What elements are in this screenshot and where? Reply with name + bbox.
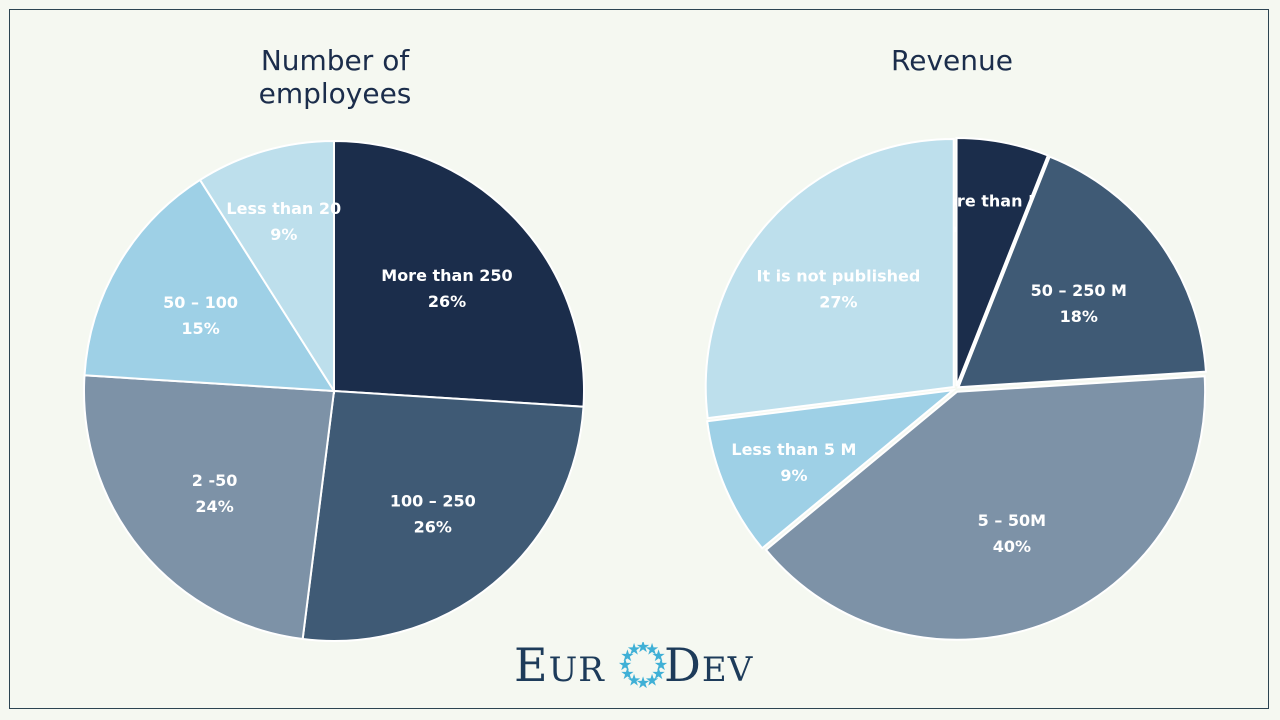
pie-label-0-2: 2 -50 bbox=[192, 471, 238, 490]
logo-star: ★ bbox=[645, 642, 659, 658]
logo-star: ★ bbox=[618, 655, 632, 674]
pie-pct-0-4: 9% bbox=[270, 225, 297, 244]
pie-slice-0-1 bbox=[301, 389, 585, 642]
pie-label-0-0: More than 250 bbox=[381, 266, 512, 285]
logo-star: ★ bbox=[627, 642, 641, 658]
pie-slice-0-2 bbox=[83, 374, 336, 641]
pie-slice-0-3 bbox=[83, 178, 336, 393]
eurodev-logo: EUR ★ ★ ★ ★ ★ ★ ★ ★ ★ ★ ★ ★ DEV bbox=[514, 640, 774, 692]
logo-text-dev: DEV bbox=[664, 638, 754, 692]
logo-star: ★ bbox=[654, 655, 668, 674]
pie-pct-1-4: 27% bbox=[819, 292, 857, 311]
pie-slice-0-4 bbox=[198, 139, 335, 395]
pie-pct-0-2: 24% bbox=[195, 497, 233, 516]
pie-label-0-3: 50 – 100 bbox=[163, 293, 238, 312]
pie-slice-1-2 bbox=[764, 375, 1207, 641]
pie-pct-1-2: 40% bbox=[993, 537, 1031, 556]
logo-star: ★ bbox=[651, 664, 665, 683]
pie-slice-1-0 bbox=[955, 137, 1050, 387]
pie-slice-1-1 bbox=[956, 155, 1208, 389]
logo-text-eur: EUR bbox=[514, 638, 605, 692]
logo-star: ★ bbox=[645, 671, 659, 690]
pie-label-0-4: Less than 20 bbox=[226, 199, 341, 218]
pie-label-1-3: Less than 5 M bbox=[731, 440, 856, 459]
logo-star: ★ bbox=[636, 642, 650, 656]
logo-stars-icon: ★★★★★★★★★★★★ bbox=[618, 642, 668, 692]
pie-label-0-1: 100 – 250 bbox=[390, 491, 476, 510]
pie-pct-0-3: 15% bbox=[181, 319, 219, 338]
pie-pct-0-1: 26% bbox=[414, 517, 452, 536]
slide-frame bbox=[9, 9, 1269, 709]
pie-pct-1-1: 18% bbox=[1060, 307, 1098, 326]
pie-label-1-4: It is not published bbox=[756, 266, 920, 285]
chart-title-employees: Number of employees bbox=[258, 44, 412, 110]
logo-star: ★ bbox=[627, 671, 641, 690]
pie-slice-0-0 bbox=[333, 139, 585, 408]
pie-slice-1-4 bbox=[704, 138, 955, 420]
logo-star: ★ bbox=[651, 646, 665, 665]
logo-star: ★ bbox=[620, 664, 634, 683]
pie-slice-1-3 bbox=[706, 388, 957, 550]
pie-label-1-2: 5 – 50M bbox=[978, 511, 1046, 530]
pie-label-1-1: 50 – 250 M bbox=[1031, 281, 1127, 300]
logo-star: ★ bbox=[620, 646, 634, 665]
pie-pct-0-0: 26% bbox=[428, 292, 466, 311]
logo-star: ★ bbox=[636, 673, 650, 692]
chart-title-revenue: Revenue bbox=[891, 44, 1013, 77]
pie-pct-1-3: 9% bbox=[780, 466, 807, 485]
